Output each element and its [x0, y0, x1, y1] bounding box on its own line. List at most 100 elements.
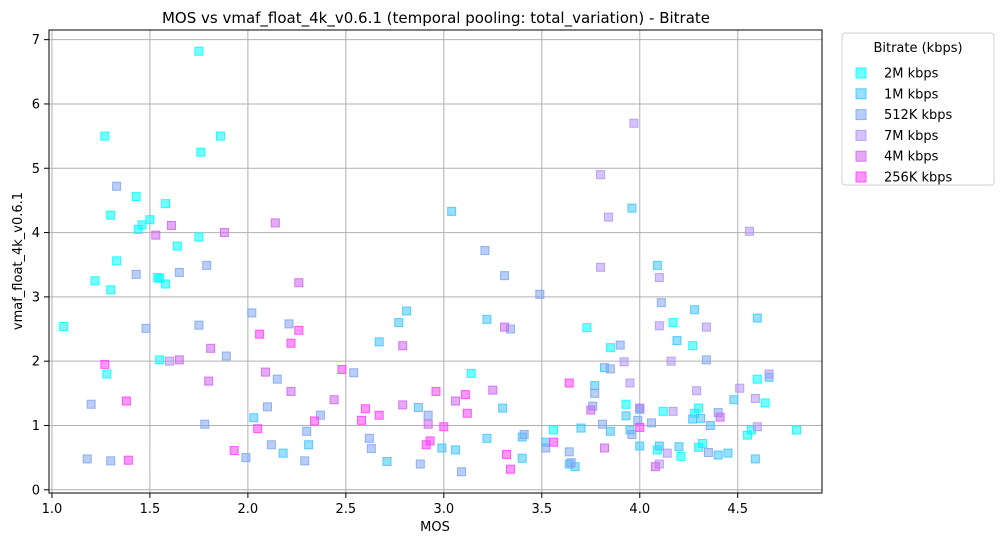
data-point	[652, 260, 662, 270]
data-point	[627, 429, 637, 439]
legend-marker	[855, 88, 867, 100]
data-point	[517, 453, 527, 463]
data-point	[694, 403, 704, 413]
data-point	[166, 220, 176, 230]
data-point	[705, 420, 715, 430]
data-point	[603, 212, 613, 222]
series-2	[82, 181, 723, 477]
data-point	[621, 411, 631, 421]
data-point	[605, 343, 615, 353]
y-tick-label: 0	[32, 483, 40, 498]
data-point	[394, 318, 404, 328]
data-point	[460, 390, 470, 400]
data-point	[415, 459, 425, 469]
data-point	[219, 228, 229, 238]
data-point	[90, 276, 100, 286]
x-tick-label: 2.0	[238, 502, 259, 517]
data-points	[59, 46, 802, 477]
data-point	[576, 423, 586, 433]
data-point	[155, 355, 165, 365]
data-point	[647, 418, 657, 428]
data-point	[500, 322, 510, 332]
data-point	[266, 440, 276, 450]
data-point	[286, 386, 296, 396]
data-point	[155, 273, 165, 283]
data-point	[262, 402, 272, 412]
y-tick-label: 7	[32, 33, 40, 48]
data-point	[635, 422, 645, 432]
data-point	[437, 443, 447, 453]
data-point	[590, 388, 600, 398]
data-point	[666, 356, 676, 366]
x-tick-label: 3.5	[531, 502, 552, 517]
data-point	[204, 376, 214, 386]
data-point	[194, 320, 204, 330]
plot-frame	[48, 29, 823, 494]
data-point	[752, 313, 762, 323]
data-point	[764, 369, 774, 379]
data-point	[598, 419, 608, 429]
data-point	[165, 356, 175, 366]
data-point	[654, 321, 664, 331]
x-tick-label: 1.5	[140, 502, 161, 517]
data-point	[674, 442, 684, 452]
data-point	[123, 455, 133, 465]
data-point	[792, 425, 802, 435]
data-point	[112, 181, 122, 191]
data-point	[729, 395, 739, 405]
data-point	[357, 415, 367, 425]
data-point	[451, 445, 461, 455]
data-point	[374, 337, 384, 347]
data-point	[413, 402, 423, 412]
data-point	[615, 340, 625, 350]
data-point	[423, 410, 433, 420]
data-point	[300, 456, 310, 466]
data-point	[447, 206, 457, 216]
data-point	[329, 395, 339, 405]
data-point	[249, 413, 259, 423]
data-point	[456, 467, 466, 477]
legend-marker	[855, 150, 867, 162]
y-tick-label: 2	[32, 355, 40, 370]
data-point	[360, 404, 370, 414]
data-point	[261, 367, 271, 377]
data-point	[200, 419, 210, 429]
data-point	[635, 403, 645, 413]
x-axis-ticks: 1.0 1.5 2.0 2.5 3.0 3.5 4.0 4.5	[42, 493, 748, 517]
x-tick-label: 4.5	[727, 502, 748, 517]
data-point	[701, 322, 711, 332]
data-point	[255, 329, 265, 339]
data-point	[502, 449, 512, 459]
chart-title: MOS vs vmaf_float_4k_v0.6.1 (temporal po…	[162, 9, 710, 28]
data-point	[302, 426, 312, 436]
data-point	[676, 451, 686, 461]
data-point	[629, 118, 639, 128]
legend-marker	[855, 109, 867, 121]
data-point	[541, 443, 551, 453]
data-point	[586, 405, 596, 415]
x-tick-label: 2.5	[336, 502, 357, 517]
data-point	[196, 147, 206, 157]
data-point	[398, 400, 408, 410]
data-point	[151, 230, 161, 240]
data-point	[337, 365, 347, 375]
data-point	[100, 131, 110, 141]
data-point	[145, 215, 155, 225]
data-point	[564, 378, 574, 388]
data-point	[549, 437, 559, 447]
data-point	[121, 396, 131, 406]
x-tick-label: 4.0	[629, 502, 650, 517]
y-axis-label: vmaf_float_4k_v0.6.1	[11, 192, 26, 330]
data-point	[100, 359, 110, 369]
data-point	[286, 338, 296, 348]
legend-marker	[855, 171, 867, 183]
y-tick-label: 4	[32, 226, 40, 241]
data-point	[366, 444, 376, 454]
data-point	[194, 232, 204, 242]
data-point	[488, 385, 498, 395]
legend-label: 4M kbps	[884, 150, 939, 165]
data-point	[621, 399, 631, 409]
series-5	[100, 325, 645, 474]
data-point	[535, 289, 545, 299]
